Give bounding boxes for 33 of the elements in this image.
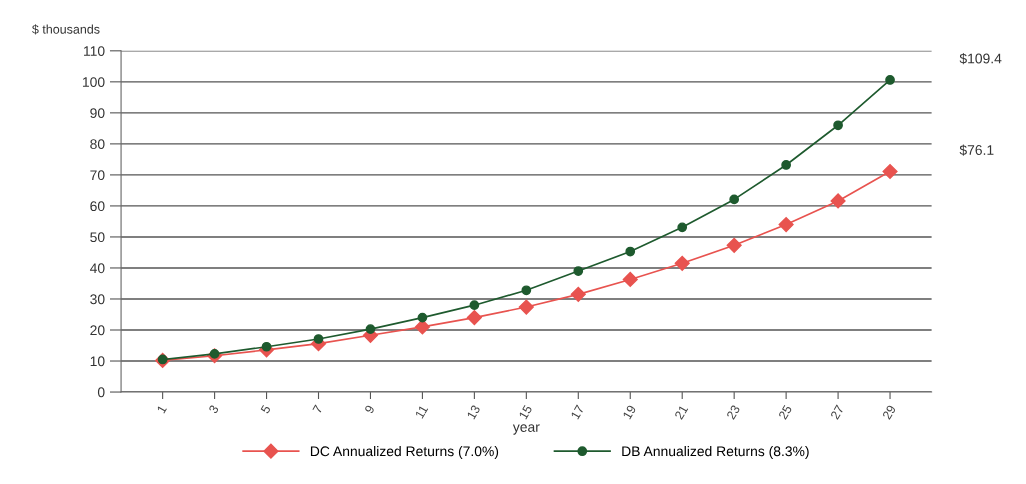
x-tick-label: 13: [466, 404, 481, 420]
text: $109.4: [959, 53, 1002, 65]
x-tick-label: 3: [208, 404, 219, 415]
y-tick-label: 10: [90, 356, 105, 367]
x-tick-label: 27: [830, 404, 845, 420]
y-tick-label: 20: [90, 325, 105, 336]
x-tick-label: 1: [156, 404, 167, 414]
x-tick-label: 25: [778, 404, 793, 420]
y-tick-label: 30: [90, 294, 105, 305]
y-tick-label: 90: [90, 108, 105, 119]
y-tick-label: 110: [84, 46, 105, 56]
y-tick-label: 50: [90, 232, 105, 243]
text: $76.1: [959, 144, 994, 156]
x-tick-label: 9: [364, 404, 375, 414]
y-tick-label: 0: [97, 387, 105, 398]
y-tick-label: 60: [90, 201, 105, 212]
legend-label: DB Annualized Returns (8.3%): [622, 446, 809, 459]
x-tick-label: 15: [518, 404, 533, 420]
x-tick-label: 5: [260, 404, 271, 415]
y-axis-title: $ thousands: [32, 24, 100, 35]
x-tick-label: 19: [622, 404, 637, 420]
x-tick-label: 11: [415, 404, 429, 419]
y-tick-label: 80: [90, 139, 105, 150]
x-tick-label: 21: [674, 404, 689, 420]
x-tick-label: 23: [726, 404, 741, 420]
y-tick-label: 70: [90, 170, 105, 181]
legend-label: DC Annualized Returns (7.0%): [310, 446, 499, 459]
y-tick-label: 40: [89, 263, 105, 274]
x-tick-label: 7: [312, 404, 323, 414]
y-tick-label: 100: [82, 77, 105, 88]
x-tick-label: 29: [882, 404, 897, 420]
x-axis-title: year: [512, 424, 540, 435]
x-tick-label: 17: [570, 404, 585, 420]
